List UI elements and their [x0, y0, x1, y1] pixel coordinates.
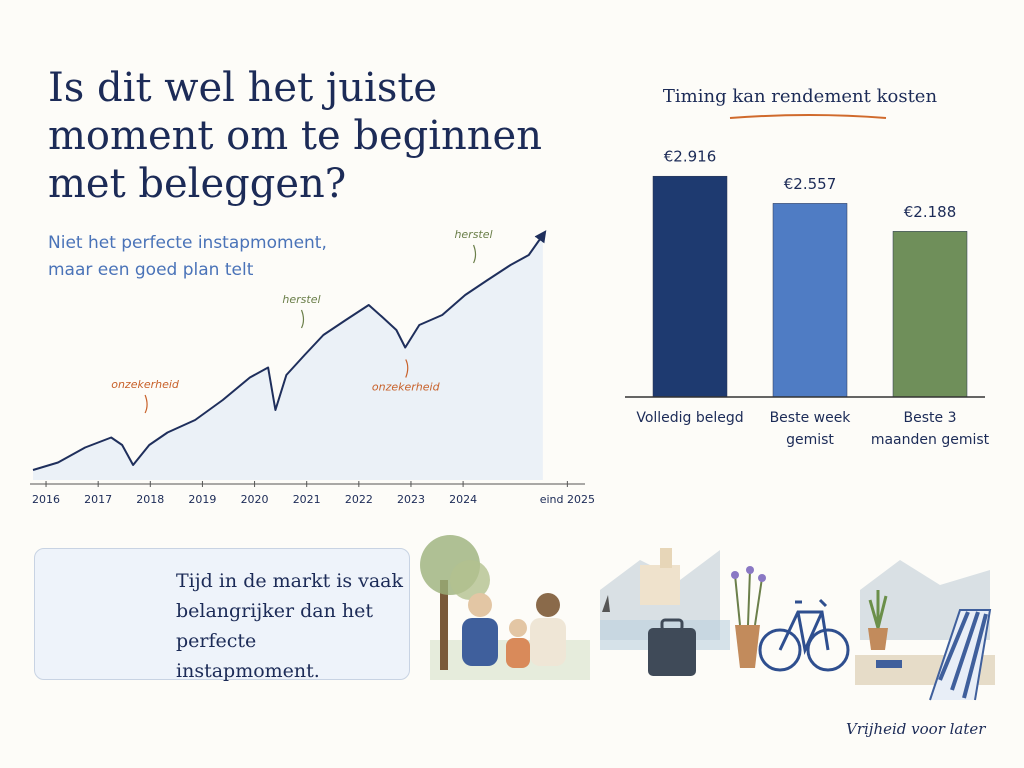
value-label: €2.557	[784, 175, 837, 193]
x-tick-label: 2020	[241, 493, 269, 506]
line	[32, 230, 547, 471]
annotation-arrow	[300, 309, 305, 329]
chart-title: Timing kan rendement kosten	[663, 86, 938, 107]
callout-box	[34, 548, 410, 680]
bar	[652, 175, 728, 398]
x-tick-label: 2023	[397, 493, 425, 506]
value-label: €2.916	[664, 148, 717, 166]
area	[33, 235, 543, 480]
title: Is dit wel het juiste moment om te begin…	[48, 65, 542, 207]
x-tick-label: 2016	[32, 493, 60, 506]
bar	[772, 203, 848, 398]
caption: Vrijheid voor later	[846, 720, 986, 738]
x-tick-label: Volledig belegd	[636, 410, 744, 426]
x-tick-label: 2022	[345, 493, 373, 506]
x-tick-label: 2017	[84, 493, 112, 506]
annotation: herstel	[454, 228, 492, 241]
callout-text: Tijd in de markt is vaak belangrijker da…	[176, 570, 404, 682]
annotation-arrow	[472, 244, 477, 264]
illustration	[420, 535, 995, 701]
annotation: herstel	[282, 293, 320, 306]
annotation-arrow	[144, 394, 148, 414]
x-tick-label: 2019	[188, 493, 216, 506]
annotation-arrow	[405, 359, 409, 378]
x-tick-label: 2021	[293, 493, 321, 506]
underline	[729, 114, 887, 119]
x-tick-label: 2024	[449, 493, 477, 506]
annotation: onzekerheid	[111, 378, 180, 391]
x-tick-label: Beste week gemist	[769, 410, 851, 448]
bar	[892, 231, 968, 398]
x-tick-label: eind 2025	[540, 493, 595, 506]
subtitle: Niet het perfecte instapmoment, maar een…	[48, 233, 327, 280]
value-label: €2.188	[904, 203, 957, 221]
x-tick-label: 2018	[136, 493, 164, 506]
annotation: onzekerheid	[372, 381, 441, 394]
x-tick-label: Beste 3 maanden gemist	[870, 410, 990, 448]
